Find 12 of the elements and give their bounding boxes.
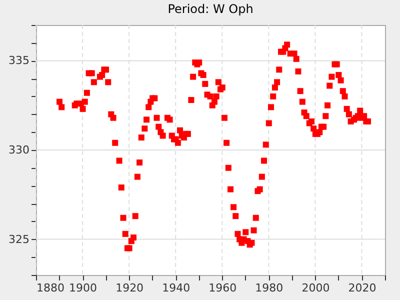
x-tick-label: 1980 [255,282,284,294]
y-tick-label: 325 [8,232,30,246]
x-tick-label: 2000 [302,282,330,294]
x-tick-label: 1940 [162,282,190,294]
y-tick-label: 330 [8,144,30,156]
y-tick-label: 335 [8,54,30,68]
x-tick-label: 2020 [348,282,376,294]
x-tick-label: 1960 [208,282,237,294]
x-tick-label: 1880 [36,282,64,294]
x-tick-label: 1920 [116,282,144,294]
x-tick-label: 1900 [69,282,98,294]
chart-title: Period: W Oph [168,2,254,16]
